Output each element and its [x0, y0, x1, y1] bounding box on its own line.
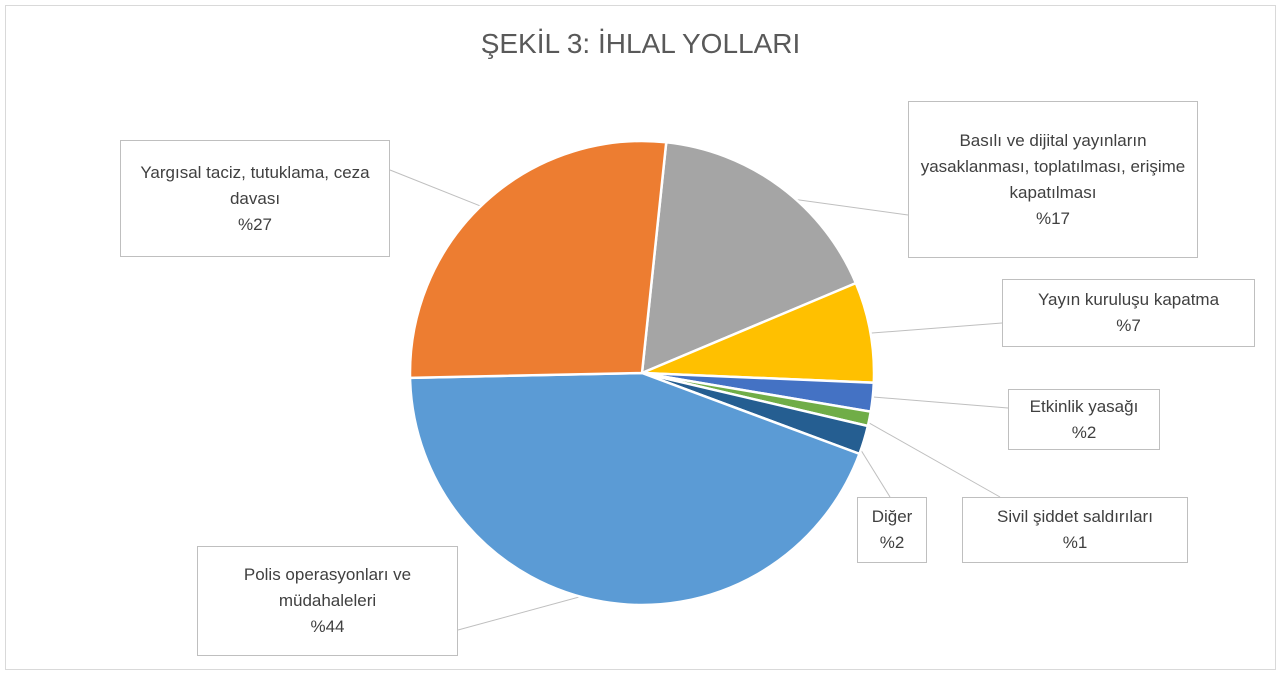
label-value: %2: [879, 533, 905, 552]
label-category: Yayın kuruluşu kapatma: [1037, 290, 1220, 309]
label-value: %17: [1035, 208, 1071, 228]
leader-line: [857, 416, 1001, 498]
pie-slice: [640, 140, 858, 375]
label-value: %2: [1071, 422, 1097, 442]
label-category: Diğer: [871, 507, 913, 526]
data-label: Basılı ve dijital yayınların yasaklanmas…: [908, 101, 1198, 258]
leader-line: [389, 169, 494, 212]
label-category: Polis operasyonları ve müdahaleleri: [243, 565, 412, 610]
data-label: Polis operasyonları ve müdahaleleri %44: [197, 546, 458, 656]
pie-slice: [408, 371, 862, 607]
leader-line: [858, 322, 1003, 335]
pie-slice: [408, 139, 668, 380]
chart-title: ŞEKİL 3: İHLAL YOLLARI: [480, 28, 801, 59]
label-value: %7: [1116, 316, 1141, 335]
data-label: Yayın kuruluşu kapatma %7: [1002, 279, 1255, 347]
label-value: %27: [237, 214, 273, 234]
data-label: Diğer %2: [857, 497, 927, 563]
data-label: Yargısal taciz, tutuklama, ceza davası %2…: [120, 140, 390, 257]
leader-line: [860, 395, 1009, 409]
label-category: Basılı ve dijital yayınların yasaklanmas…: [920, 130, 1186, 202]
pie-slice: [641, 281, 876, 385]
label-category: Sivil şiddet saldırıları: [997, 507, 1153, 526]
label-category: Etkinlik yasağı: [1029, 396, 1139, 416]
label-value: %44: [310, 617, 345, 636]
label-category: Yargısal taciz, tutuklama, ceza davası: [140, 162, 370, 208]
data-label: Sivil şiddet saldırıları %1: [962, 497, 1188, 563]
label-value: %1: [1062, 533, 1088, 552]
data-label: Etkinlik yasağı %2: [1008, 389, 1160, 450]
